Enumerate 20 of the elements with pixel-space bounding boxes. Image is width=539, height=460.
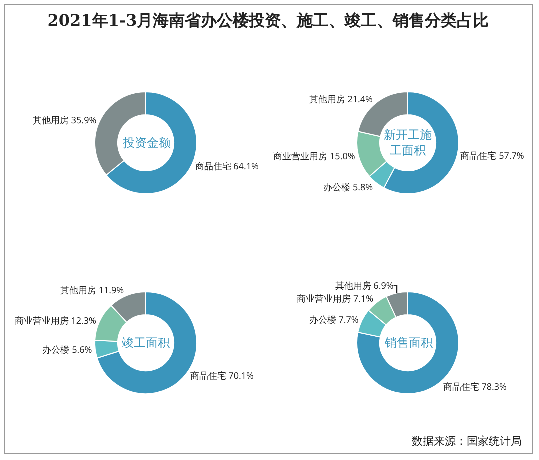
slice-label: 办公楼 5.6% — [42, 343, 92, 356]
slice-label: 其他用房 6.9% — [335, 279, 394, 292]
text: 销售面积 — [384, 336, 433, 350]
slice-label: 商业营业用房 7.1% — [297, 292, 374, 306]
slice-label: 商品住宅 57.7% — [460, 149, 524, 162]
slice-label: 其他用房 21.4% — [309, 92, 373, 106]
slice-label: 商业营业用房 15.0% — [274, 149, 356, 162]
source-note: 数据来源：国家统计局 — [412, 434, 522, 449]
text: 新开工施工面积 — [384, 128, 432, 158]
slice-label: 商品住宅 64.1% — [195, 160, 259, 173]
text: 竣工面积 — [122, 336, 170, 350]
slice-label: 其他用房 35.9% — [33, 113, 97, 126]
slice-label: 办公楼 7.7% — [309, 313, 359, 326]
slice-label: 商品住宅 78.3% — [443, 380, 507, 394]
slice-label: 商业营业用房 12.3% — [14, 314, 97, 327]
slice-label: 办公楼 5.8% — [324, 180, 374, 194]
text: 投资金额 — [122, 136, 171, 150]
text: 2021年1-3月海南省办公楼投资、施工、竣工、销售分类占比 — [46, 11, 490, 32]
slice-label: 商品住宅 70.1% — [190, 368, 254, 382]
slice-label: 其他用房 11.9% — [60, 283, 124, 296]
